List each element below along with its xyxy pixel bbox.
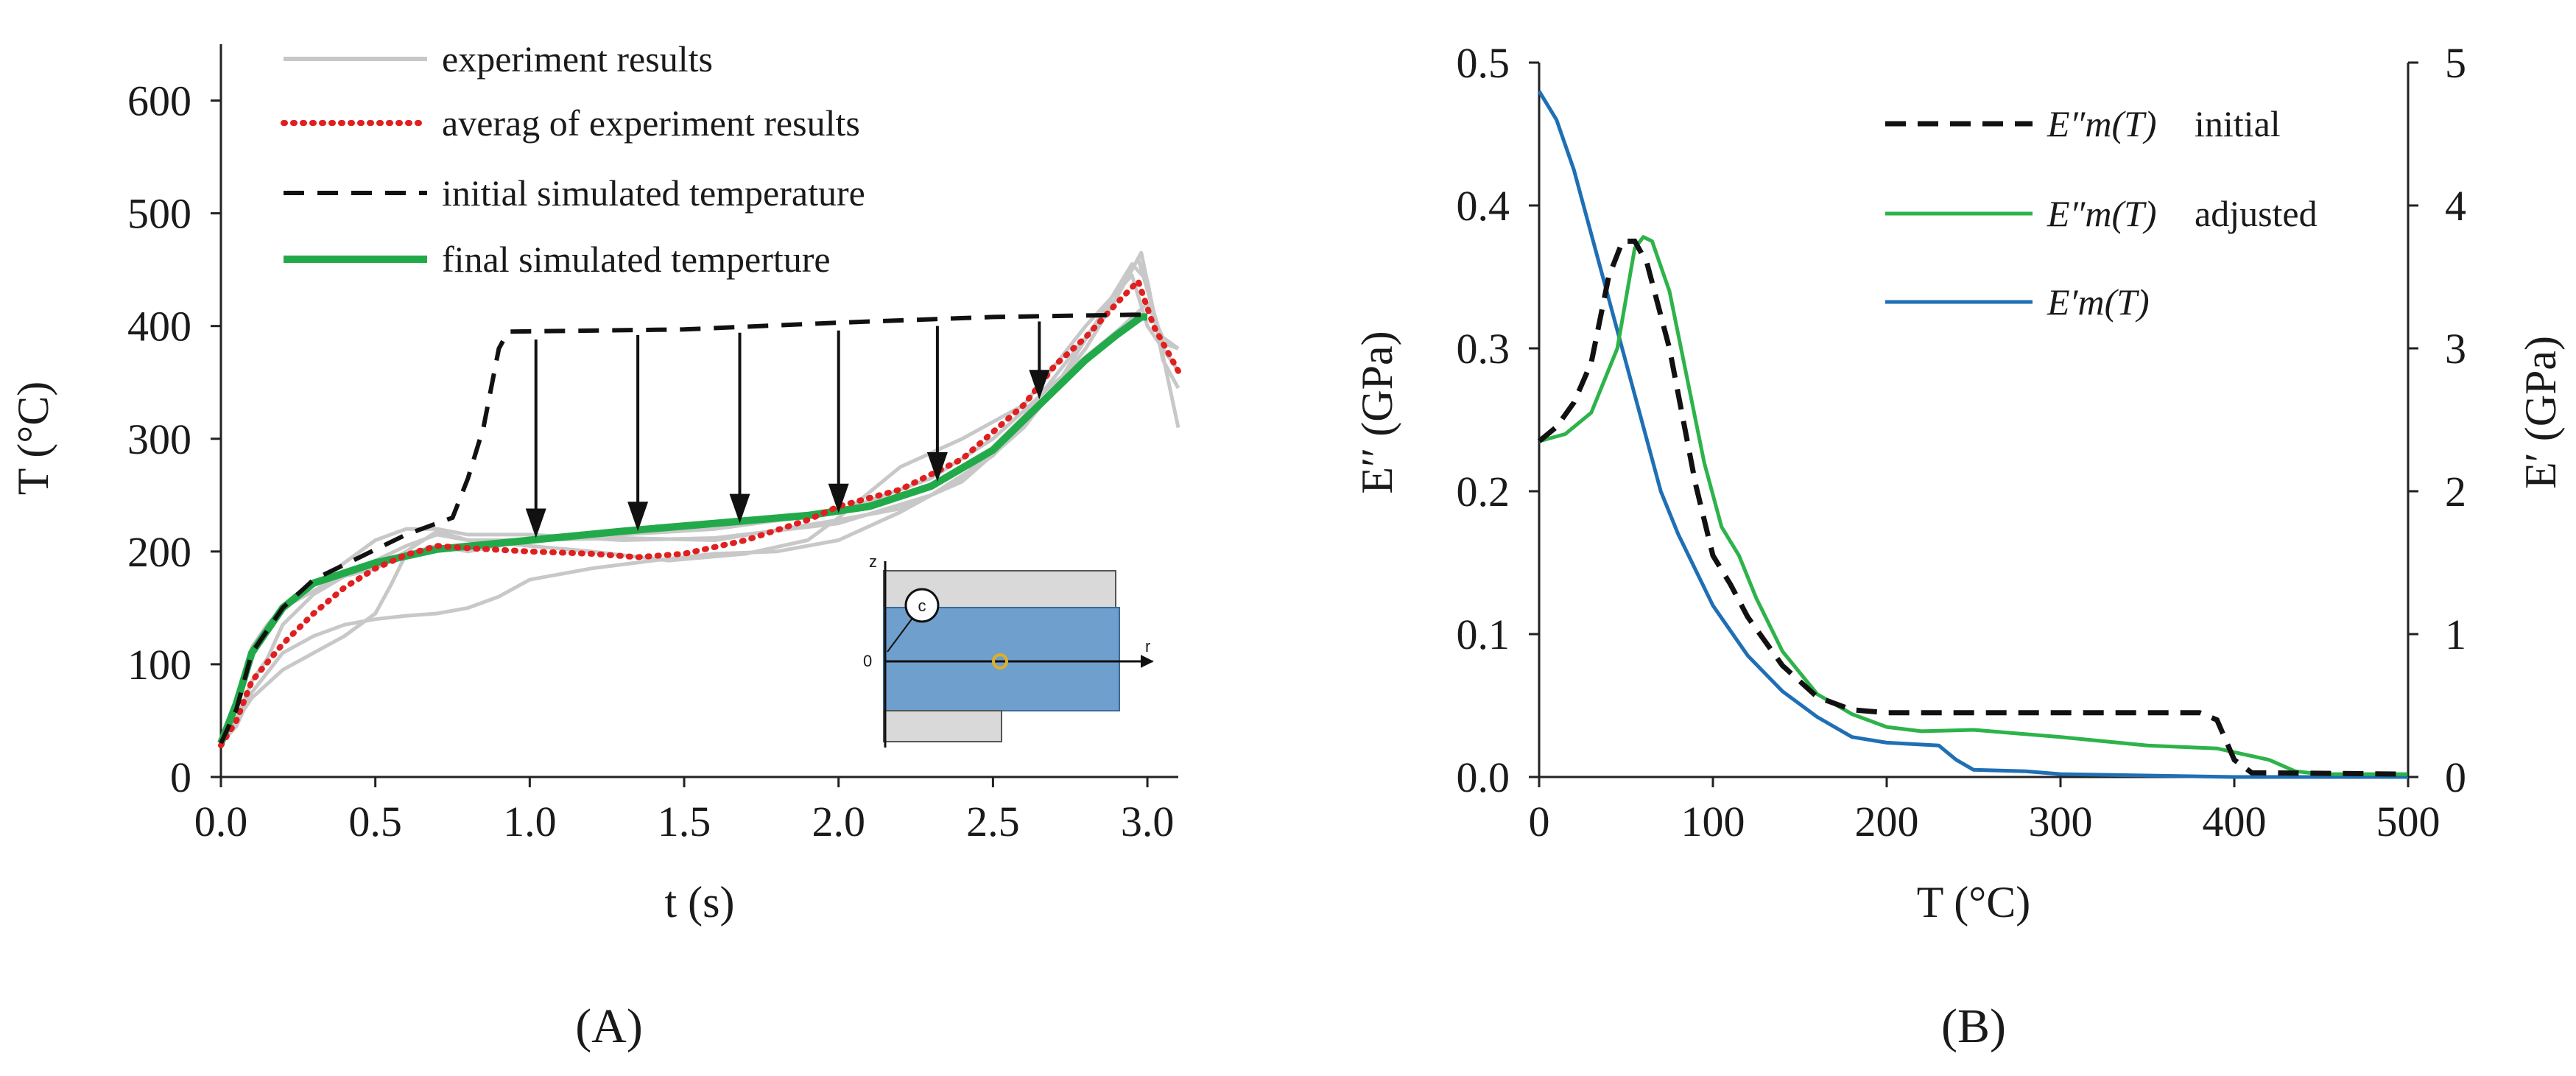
panel-b-right-tick-label: 0 [2445,753,2466,801]
adjustment-arrow-head [627,502,649,532]
panel-a-y-tick-label: 500 [127,190,191,238]
panel-b-left-axis-label: E′′ (GPa) [1353,331,1401,493]
panel-a-x-tick-label: 3.0 [1121,798,1175,845]
inset-point-marker [904,588,940,623]
panel-b-right-tick-label: 4 [2445,182,2466,230]
panel-a-x-tick-label: 0.0 [194,798,248,845]
inset-point-callout [887,616,914,653]
panel-a-axes [219,44,1178,778]
panel-a-y-axis-label: T (°C) [9,381,57,496]
adjustment-arrow-head [525,508,546,538]
panel-a-caption: (A) [575,999,643,1053]
panel-a-x-tick-label: 1.5 [658,798,711,845]
panel-a-x-tick-label: 0.5 [348,798,402,845]
adjustment-arrow-head [828,483,849,513]
panel-a-simulated-series [217,275,1181,749]
panel-b-x-axis-label: T (°C) [1917,878,2031,926]
panel-b: 0 100 200 300 400 500 0.0 0.1 0.2 0.3 0.4 0.5 0 1 2 3… [1353,39,2565,1053]
initial-simulated-line [219,312,1148,745]
legend-label-storage-math: E′m(T) [2047,281,2150,323]
legend-label-initial-math: E″m(T) [2047,103,2157,144]
panel-b-x-tick-label: 0 [1529,798,1550,845]
panel-a-y-tick-label: 200 [127,528,191,576]
panel-b-x-tick-label: 300 [2029,798,2093,845]
panel-b-left-tick-label: 0.5 [1457,39,1510,87]
panel-b-x-tick-label: 100 [1681,798,1745,845]
adjustment-arrow-head [729,493,750,524]
panel-b-series [1537,90,2409,779]
panel-a-y-tick-label: 100 [127,641,191,689]
panel-b-left-tick-label: 0.0 [1457,753,1510,801]
panel-a-x-axis-label: t (s) [665,878,735,926]
panel-a-x-ticks: 0.0 0.5 1.0 1.5 2.0 2.5 3.0 [194,777,1175,845]
panel-b-x-tick-label: 200 [1855,798,1919,845]
inset-point-label: c [918,597,926,615]
panel-b-x-tick-label: 500 [2376,798,2440,845]
panel-a-legend: experiment results averag of experiment … [281,38,865,280]
panel-b-left-tick-label: 0.2 [1457,468,1510,516]
panel-a-x-tick-label: 2.5 [966,798,1020,845]
panel-b-x-tick-label: 400 [2203,798,2267,845]
panel-a-x-tick-label: 1.0 [503,798,557,845]
legend-label-adjusted-math: E″m(T) [2047,193,2157,234]
panel-b-legend: E″m(T) initial E″m(T) adjusted E′m(T) [1885,103,2318,323]
panel-a-y-tick-label: 300 [127,415,191,463]
legend-label-adjusted-text: adjusted [2195,193,2318,234]
panel-a-y-tick-label: 600 [127,77,191,125]
legend-label-initial: initial simulated temperature [442,172,865,214]
legend-label-experiment: experiment results [442,38,713,80]
inset-measure-point [992,653,1008,669]
panel-b-right-tick-label: 1 [2445,611,2466,658]
panel-b-left-tick-label: 0.3 [1457,325,1510,373]
storage-modulus-line [1537,90,2408,779]
panel-b-caption: (B) [1941,999,2006,1053]
inset-r-label: r [1145,637,1150,655]
inset-z-label: z [869,552,877,571]
panel-a: 0.0 0.5 1.0 1.5 2.0 2.5 3.0 0 100 200 300 400 500 60… [9,38,1181,1053]
panel-b-right-tick-label: 3 [2445,325,2466,373]
panel-a-arrows [525,321,1050,538]
legend-label-average: averag of experiment results [442,102,860,144]
panel-a-y-ticks: 0 100 200 300 400 500 600 [127,77,221,801]
legend-label-final: final simulated temperture [442,239,831,280]
panel-a-y-tick-label: 0 [170,753,191,801]
inset-specimen-mesh [883,607,1120,711]
panel-b-right-ticks: 0 1 2 3 4 5 [2408,39,2466,801]
panel-b-left-ticks: 0.0 0.1 0.2 0.3 0.4 0.5 [1457,39,1539,801]
adjustment-arrow-head [926,451,948,482]
panel-b-x-ticks: 0 100 200 300 400 500 [1529,777,2440,845]
panel-a-inset-schematic: z r 0 c [863,552,1154,748]
legend-label-initial-text: initial [2195,103,2281,144]
average-experiment-line [218,275,1181,749]
panel-b-right-tick-label: 5 [2445,39,2466,87]
panel-b-right-tick-label: 2 [2445,468,2466,516]
panel-b-left-tick-label: 0.1 [1457,611,1510,658]
inset-bottom-plate [883,710,1002,742]
loss-modulus-initial-line [1537,239,2409,777]
panel-b-left-tick-label: 0.4 [1457,182,1510,230]
loss-modulus-adjusted-line [1538,235,2408,776]
inset-origin-label: 0 [863,652,872,670]
adjustment-arrow-head [1029,370,1050,400]
panel-a-y-tick-label: 400 [127,303,191,351]
panel-a-x-tick-label: 2.0 [812,798,865,845]
panel-b-right-axis-label: E′ (GPa) [2516,336,2565,489]
